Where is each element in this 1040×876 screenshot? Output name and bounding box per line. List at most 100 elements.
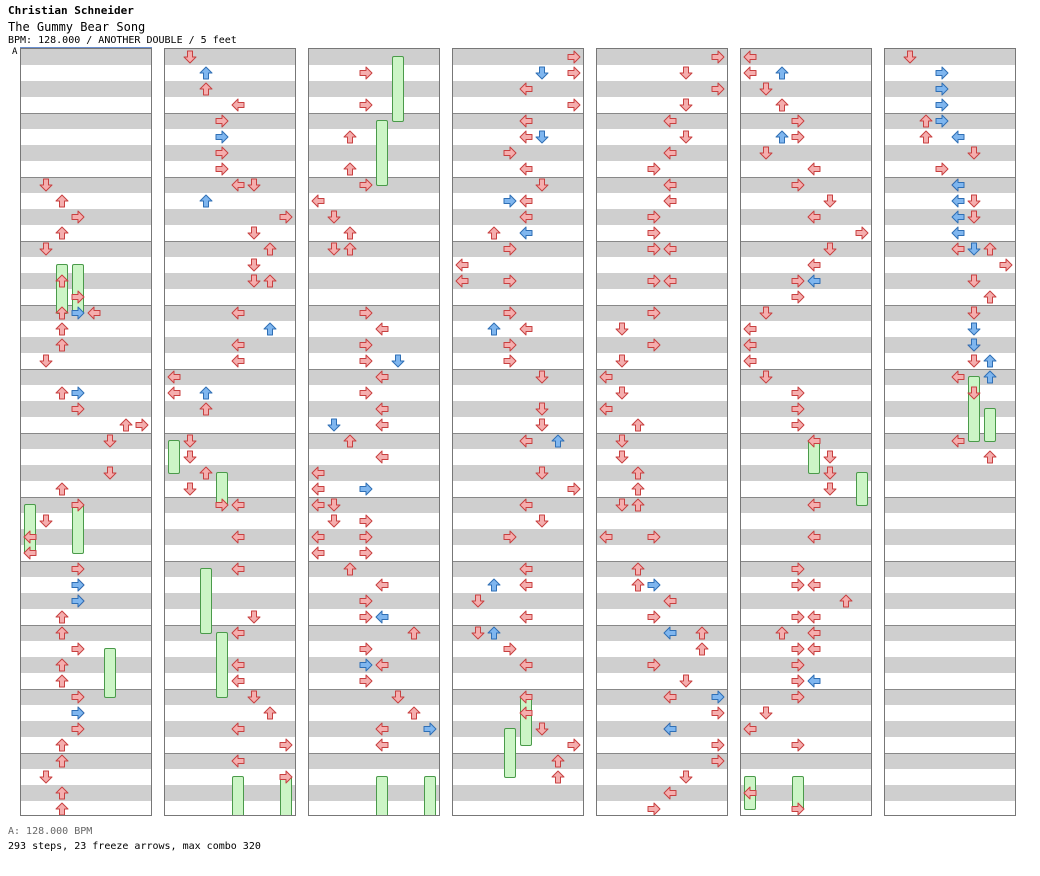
- beat-stripe: [165, 625, 295, 641]
- step-arrow: [359, 386, 373, 400]
- beat-stripe: [165, 241, 295, 257]
- measure-line: [309, 113, 439, 114]
- step-arrow: [967, 274, 981, 288]
- step-arrow-blue: [663, 722, 677, 736]
- beat-stripe: [885, 209, 1015, 225]
- beat-stripe: [597, 177, 727, 193]
- step-arrow: [279, 210, 293, 224]
- step-arrow: [791, 738, 805, 752]
- step-arrow: [263, 706, 277, 720]
- beat-stripe: [165, 273, 295, 289]
- step-arrow: [503, 530, 517, 544]
- step-arrow: [55, 274, 69, 288]
- beat-stripe: [309, 241, 439, 257]
- step-arrow-blue: [663, 626, 677, 640]
- beat-stripe: [453, 657, 583, 673]
- freeze-arrow-body: [392, 56, 404, 122]
- chart-column: [596, 48, 728, 816]
- beat-stripe: [453, 113, 583, 129]
- beat-stripe: [21, 49, 151, 65]
- step-arrow: [791, 402, 805, 416]
- step-arrow: [183, 482, 197, 496]
- step-arrow: [55, 786, 69, 800]
- freeze-arrow-body: [104, 648, 116, 698]
- beat-stripe: [21, 465, 151, 481]
- step-arrow: [503, 242, 517, 256]
- measure-line: [597, 689, 727, 690]
- beat-stripe: [741, 177, 871, 193]
- measure-line: [165, 689, 295, 690]
- measure-line: [885, 177, 1015, 178]
- measure-line: [453, 177, 583, 178]
- step-arrow: [967, 354, 981, 368]
- artist-name: Christian Schneider: [8, 4, 134, 17]
- step-arrow: [791, 274, 805, 288]
- beat-stripe: [885, 689, 1015, 705]
- step-arrow: [535, 514, 549, 528]
- step-arrow-blue: [935, 82, 949, 96]
- step-arrow: [279, 770, 293, 784]
- step-arrow-blue: [71, 306, 85, 320]
- step-arrow: [503, 642, 517, 656]
- step-arrow: [231, 722, 245, 736]
- step-arrow-blue: [71, 706, 85, 720]
- step-arrow: [535, 178, 549, 192]
- step-arrow: [759, 82, 773, 96]
- step-arrow-blue: [647, 578, 661, 592]
- bpm-marker-line: [20, 47, 152, 48]
- measure-line: [741, 241, 871, 242]
- bpm-note: A: 128.000 BPM: [8, 826, 93, 837]
- step-arrow: [55, 194, 69, 208]
- beat-stripe: [885, 81, 1015, 97]
- step-arrow: [631, 578, 645, 592]
- step-arrow: [535, 466, 549, 480]
- step-arrow: [791, 386, 805, 400]
- beat-stripe: [309, 81, 439, 97]
- freeze-arrow-body: [232, 776, 244, 815]
- step-arrow: [615, 498, 629, 512]
- chart-column: [308, 48, 440, 816]
- step-arrow: [535, 402, 549, 416]
- measure-line: [597, 753, 727, 754]
- beat-stripe: [165, 81, 295, 97]
- step-arrow: [743, 66, 757, 80]
- step-arrow: [39, 178, 53, 192]
- beat-stripe: [21, 721, 151, 737]
- measure-line: [453, 113, 583, 114]
- step-arrow-blue: [71, 386, 85, 400]
- beat-stripe: [453, 433, 583, 449]
- measure-line: [597, 625, 727, 626]
- step-arrow: [567, 738, 581, 752]
- step-arrow: [743, 354, 757, 368]
- measure-line: [597, 497, 727, 498]
- measure-line: [741, 625, 871, 626]
- step-arrow-blue: [951, 226, 965, 240]
- measure-line: [21, 753, 151, 754]
- measure-line: [741, 369, 871, 370]
- step-arrow: [503, 306, 517, 320]
- measure-line: [885, 241, 1015, 242]
- step-arrow: [311, 498, 325, 512]
- measure-line: [309, 305, 439, 306]
- step-arrow-blue: [535, 130, 549, 144]
- beat-stripe: [741, 785, 871, 801]
- step-arrow: [359, 338, 373, 352]
- step-arrow: [455, 274, 469, 288]
- beat-stripe: [165, 721, 295, 737]
- step-arrow: [311, 530, 325, 544]
- freeze-arrow-body: [424, 776, 436, 815]
- step-arrow: [903, 50, 917, 64]
- step-arrow: [471, 594, 485, 608]
- step-arrow: [343, 162, 357, 176]
- step-arrow: [535, 418, 549, 432]
- beat-stripe: [309, 465, 439, 481]
- beat-stripe: [165, 209, 295, 225]
- step-arrow-blue: [199, 386, 213, 400]
- step-arrow: [759, 306, 773, 320]
- step-arrow: [375, 322, 389, 336]
- step-arrow: [199, 402, 213, 416]
- beat-stripe: [21, 145, 151, 161]
- step-arrow: [647, 162, 661, 176]
- step-arrow: [247, 610, 261, 624]
- step-arrow: [855, 226, 869, 240]
